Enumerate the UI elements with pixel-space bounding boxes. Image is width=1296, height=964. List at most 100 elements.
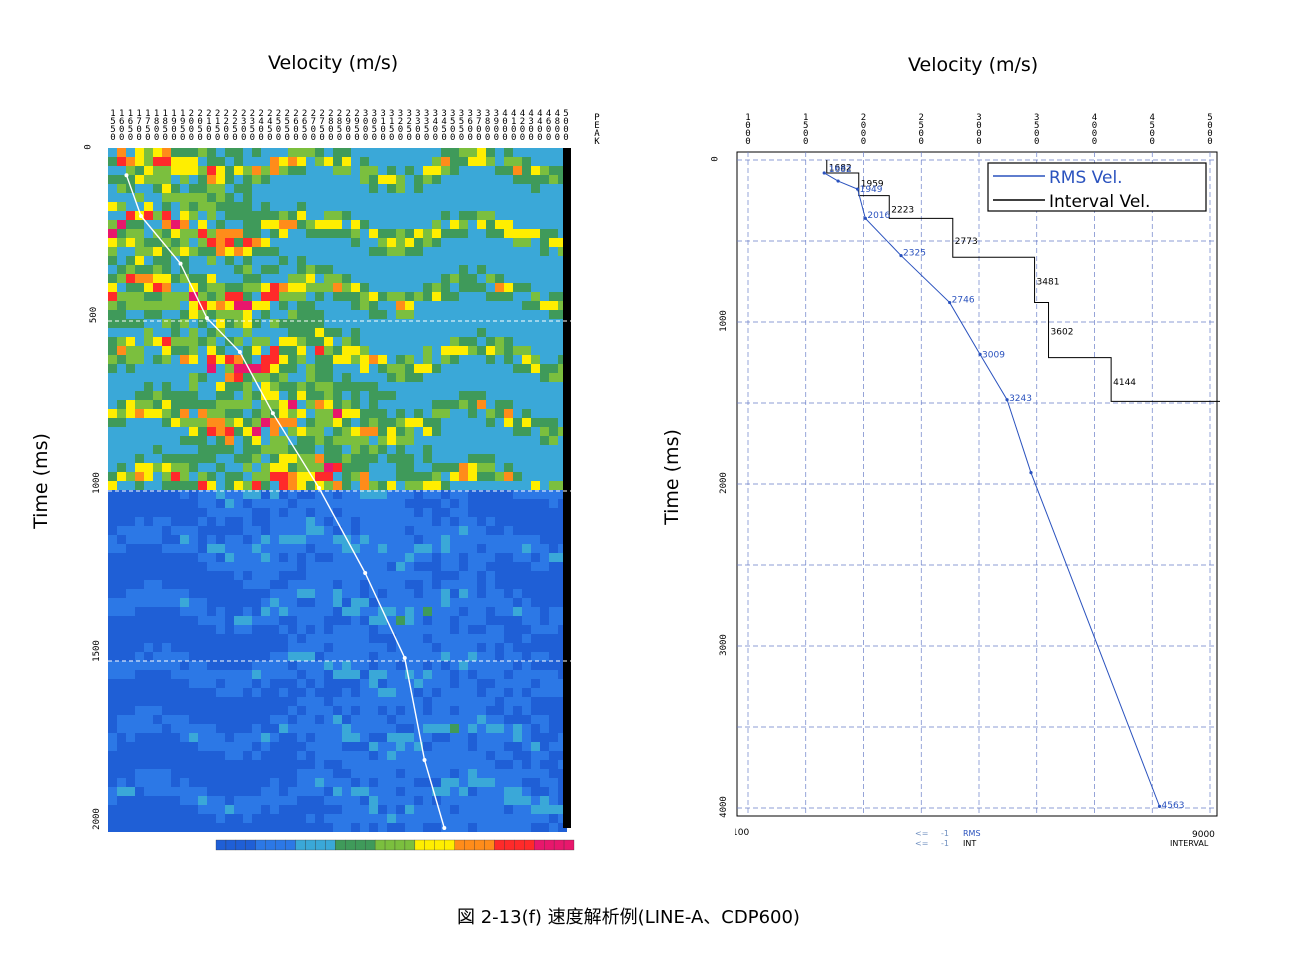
heatmap-cell bbox=[126, 175, 135, 184]
heatmap-cell bbox=[153, 706, 162, 715]
heatmap-cell bbox=[243, 382, 252, 391]
heatmap-cell bbox=[387, 526, 396, 535]
heatmap-cell bbox=[369, 202, 378, 211]
heatmap-cell bbox=[387, 823, 396, 832]
heatmap-cell bbox=[504, 679, 513, 688]
left-x-tick: 3 2 5 0 bbox=[406, 109, 412, 143]
heatmap-cell bbox=[198, 688, 207, 697]
heatmap-cell bbox=[135, 265, 144, 274]
heatmap-cell bbox=[441, 634, 450, 643]
heatmap-cell bbox=[504, 760, 513, 769]
heatmap-cell bbox=[477, 301, 486, 310]
heatmap-cell bbox=[126, 355, 135, 364]
heatmap-cell bbox=[423, 364, 432, 373]
heatmap-cell bbox=[549, 508, 558, 517]
heatmap-cell bbox=[324, 409, 333, 418]
heatmap-cell bbox=[288, 193, 297, 202]
heatmap-cell bbox=[180, 427, 189, 436]
heatmap-cell bbox=[180, 166, 189, 175]
heatmap-cell bbox=[279, 238, 288, 247]
heatmap-cell bbox=[360, 760, 369, 769]
heatmap-cell bbox=[342, 319, 351, 328]
heatmap-cell bbox=[117, 823, 126, 832]
heatmap-cell bbox=[423, 562, 432, 571]
heatmap-cell bbox=[405, 688, 414, 697]
heatmap-cell bbox=[378, 445, 387, 454]
heatmap-cell bbox=[207, 814, 216, 823]
heatmap-cell bbox=[144, 355, 153, 364]
heatmap-cell bbox=[315, 535, 324, 544]
heatmap-cell bbox=[414, 265, 423, 274]
heatmap-cell bbox=[297, 733, 306, 742]
heatmap-cell bbox=[324, 697, 333, 706]
heatmap-cell bbox=[405, 193, 414, 202]
heatmap-cell bbox=[306, 328, 315, 337]
heatmap-cell bbox=[288, 427, 297, 436]
heatmap-cell bbox=[315, 706, 324, 715]
heatmap-cell bbox=[459, 544, 468, 553]
heatmap-cell bbox=[486, 760, 495, 769]
heatmap-cell bbox=[369, 445, 378, 454]
heatmap-cell bbox=[441, 796, 450, 805]
heatmap-cell bbox=[351, 427, 360, 436]
heatmap-cell bbox=[162, 535, 171, 544]
heatmap-cell bbox=[153, 319, 162, 328]
heatmap-cell bbox=[513, 796, 522, 805]
heatmap-cell bbox=[369, 292, 378, 301]
heatmap-cell bbox=[558, 706, 567, 715]
right-x-tick: 3 5 0 0 bbox=[1034, 113, 1040, 147]
heatmap-cell bbox=[162, 238, 171, 247]
heatmap-cell bbox=[414, 760, 423, 769]
heatmap-cell bbox=[351, 499, 360, 508]
heatmap-cell bbox=[531, 319, 540, 328]
heatmap-cell bbox=[531, 481, 540, 490]
heatmap-cell bbox=[477, 823, 486, 832]
heatmap-cell bbox=[540, 751, 549, 760]
heatmap-cell bbox=[405, 211, 414, 220]
heatmap-cell bbox=[558, 580, 567, 589]
colorbar-cell bbox=[524, 839, 535, 851]
heatmap-cell bbox=[252, 193, 261, 202]
heatmap-cell bbox=[387, 769, 396, 778]
heatmap-cell bbox=[216, 211, 225, 220]
heatmap-cell bbox=[333, 256, 342, 265]
heatmap-cell bbox=[108, 652, 117, 661]
heatmap-cell bbox=[459, 481, 468, 490]
heatmap-cell bbox=[549, 382, 558, 391]
heatmap-cell bbox=[297, 769, 306, 778]
heatmap-cell bbox=[495, 256, 504, 265]
heatmap-cell bbox=[126, 229, 135, 238]
heatmap-cell bbox=[513, 463, 522, 472]
heatmap-cell bbox=[180, 472, 189, 481]
heatmap-cell bbox=[450, 706, 459, 715]
heatmap-cell bbox=[387, 373, 396, 382]
heatmap-cell bbox=[297, 553, 306, 562]
heatmap-cell bbox=[342, 679, 351, 688]
heatmap-cell bbox=[342, 661, 351, 670]
heatmap-cell bbox=[405, 661, 414, 670]
heatmap-cell bbox=[279, 274, 288, 283]
heatmap-cell bbox=[405, 328, 414, 337]
heatmap-cell bbox=[351, 202, 360, 211]
rms-value-label: 1949 bbox=[860, 185, 883, 195]
heatmap-cell bbox=[333, 589, 342, 598]
heatmap-cell bbox=[495, 184, 504, 193]
heatmap-cell bbox=[279, 184, 288, 193]
heatmap-cell bbox=[486, 463, 495, 472]
heatmap-cell bbox=[324, 778, 333, 787]
heatmap-cell bbox=[243, 346, 252, 355]
heatmap-cell bbox=[162, 625, 171, 634]
colorbar-cell bbox=[404, 839, 416, 851]
heatmap-cell bbox=[234, 742, 243, 751]
heatmap-cell bbox=[522, 274, 531, 283]
heatmap-cell bbox=[513, 283, 522, 292]
heatmap-cell bbox=[513, 166, 522, 175]
heatmap-cell bbox=[261, 391, 270, 400]
heatmap-cell bbox=[468, 634, 477, 643]
heatmap-cell bbox=[369, 148, 378, 157]
heatmap-cell bbox=[171, 769, 180, 778]
heatmap-cell bbox=[441, 319, 450, 328]
heatmap-cell bbox=[189, 760, 198, 769]
right-x-tick: 3 0 0 0 bbox=[976, 113, 982, 147]
heatmap-cell bbox=[459, 229, 468, 238]
